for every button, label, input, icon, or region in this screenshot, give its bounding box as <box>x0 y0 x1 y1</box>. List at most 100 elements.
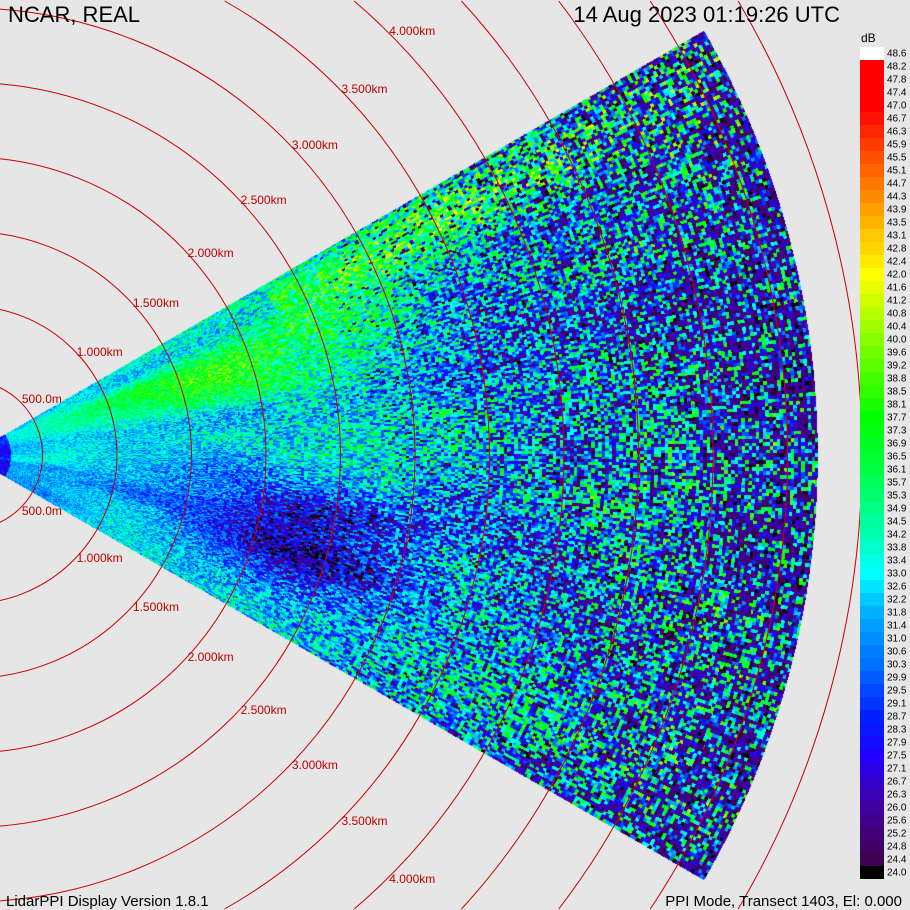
range-ring <box>224 0 490 910</box>
colorbar-tick-label: 25.6 <box>887 815 907 826</box>
range-ring <box>461 0 639 910</box>
colorbar-tick-label: 43.1 <box>887 230 907 241</box>
colorbar-cell <box>860 346 884 359</box>
colorbar-tick-label: 29.1 <box>887 698 907 709</box>
colorbar-cell <box>860 372 884 385</box>
colorbar-cell <box>860 749 884 762</box>
colorbar-cell <box>860 567 884 580</box>
colorbar-cell <box>860 853 884 866</box>
colorbar-tick-label: 44.3 <box>887 191 907 202</box>
colorbar-tick-label: 32.2 <box>887 594 907 605</box>
colorbar-cell <box>860 255 884 268</box>
colorbar-tick-label: 26.7 <box>887 776 907 787</box>
colorbar-cell <box>860 450 884 463</box>
colorbar-tick-label: 39.6 <box>887 347 907 358</box>
colorbar-tick-label: 29.9 <box>887 672 907 683</box>
colorbar-cell <box>860 411 884 424</box>
colorbar-cell <box>860 606 884 619</box>
range-ring-label: 3.000km <box>291 138 338 153</box>
colorbar-tick-label: 41.2 <box>887 295 907 306</box>
colorbar-cell <box>860 502 884 515</box>
colorbar-cell <box>860 203 884 216</box>
colorbar-tick-label: 33.4 <box>887 555 907 566</box>
range-ring <box>0 158 267 752</box>
colorbar-tick-label: 24.8 <box>887 841 907 852</box>
colorbar-tick-label: 47.0 <box>887 100 907 111</box>
colorbar-cell <box>860 515 884 528</box>
colorbar-tick-label: 24.0 <box>887 867 907 878</box>
colorbar-tick-label: 48.6 <box>887 48 907 59</box>
colorbar-tick-label: 28.7 <box>887 711 907 722</box>
range-ring-label: 1.000km <box>76 345 123 360</box>
range-ring <box>0 309 118 601</box>
colorbar-cell <box>860 723 884 736</box>
colorbar-cell <box>860 424 884 437</box>
colorbar-tick-label: 31.8 <box>887 607 907 618</box>
colorbar-tick-label: 27.5 <box>887 750 907 761</box>
range-ring-label: 2.500km <box>240 192 287 207</box>
colorbar-tick-label: 37.7 <box>887 412 907 423</box>
colorbar-tick-label: 30.6 <box>887 646 907 657</box>
colorbar-cell <box>860 658 884 671</box>
colorbar-cell <box>860 138 884 151</box>
colorbar-cell <box>860 541 884 554</box>
colorbar-unit: dB <box>861 31 876 45</box>
colorbar-tick-label: 36.9 <box>887 438 907 449</box>
range-ring-label: 3.000km <box>291 757 338 772</box>
range-ring-label: 2.000km <box>187 650 234 665</box>
colorbar-tick-label: 24.4 <box>887 854 907 865</box>
colorbar-cell <box>860 398 884 411</box>
colorbar-cell <box>860 489 884 502</box>
colorbar-tick-label: 36.1 <box>887 464 907 475</box>
colorbar-cell <box>860 294 884 307</box>
colorbar-cell <box>860 242 884 255</box>
colorbar-cell <box>860 554 884 567</box>
colorbar-cell <box>860 281 884 294</box>
colorbar-tick-label: 34.2 <box>887 529 907 540</box>
colorbar-cell <box>860 684 884 697</box>
colorbar-tick-label: 46.7 <box>887 113 907 124</box>
colorbar-tick-label: 31.4 <box>887 620 907 631</box>
colorbar-tick-label: 35.7 <box>887 477 907 488</box>
colorbar-tick-label: 40.8 <box>887 308 907 319</box>
colorbar-tick-label: 48.2 <box>887 61 907 72</box>
colorbar-tick-label: 38.1 <box>887 399 907 410</box>
colorbar-cell <box>860 736 884 749</box>
colorbar-tick-label: 38.8 <box>887 373 907 384</box>
colorbar-tick-label: 29.5 <box>887 685 907 696</box>
colorbar-tick-label: 38.5 <box>887 386 907 397</box>
colorbar-cell <box>860 775 884 788</box>
colorbar-cell <box>860 164 884 177</box>
range-ring-label: 500.0m <box>21 503 62 518</box>
colorbar-cell <box>860 73 884 86</box>
colorbar-cell <box>860 216 884 229</box>
colorbar-cell <box>860 827 884 840</box>
colorbar-tick-label: 33.0 <box>887 568 907 579</box>
scan-mode-text: PPI Mode, Transect 1403, El: 0.000 <box>665 893 902 910</box>
colorbar-cell <box>860 476 884 489</box>
colorbar-tick-label: 27.1 <box>887 763 907 774</box>
colorbar-tick-label: 35.3 <box>887 490 907 501</box>
colorbar-cell <box>860 151 884 164</box>
colorbar-tick-label: 34.5 <box>887 516 907 527</box>
colorbar-cell <box>860 437 884 450</box>
range-ring-label: 1.500km <box>132 296 179 311</box>
site-title: NCAR, REAL <box>8 2 141 27</box>
range-ring-label: 2.500km <box>240 703 287 718</box>
colorbar-tick-label: 43.5 <box>887 217 907 228</box>
colorbar-cell <box>860 528 884 541</box>
range-ring <box>353 0 565 910</box>
colorbar-tick-label: 39.2 <box>887 360 907 371</box>
colorbar-cell <box>860 333 884 346</box>
colorbar-cell <box>860 177 884 190</box>
range-ring-label: 4.000km <box>389 24 436 39</box>
colorbar-tick-label: 42.0 <box>887 269 907 280</box>
colorbar-tick-label: 32.6 <box>887 581 907 592</box>
colorbar-cell <box>860 762 884 775</box>
colorbar-cell <box>860 866 884 879</box>
range-ring <box>737 0 863 910</box>
colorbar-tick-label: 31.0 <box>887 633 907 644</box>
colorbar-tick-label: 26.0 <box>887 802 907 813</box>
